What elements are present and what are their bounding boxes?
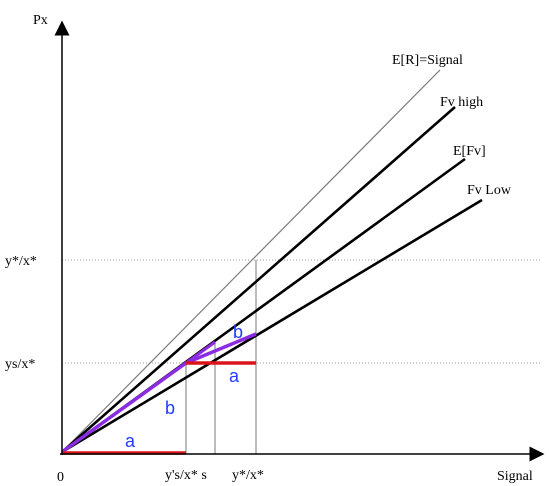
x-tick-second: y*/x*: [232, 468, 264, 483]
segment-label-b-top: b: [233, 322, 243, 342]
x-axis-label: Signal: [497, 469, 533, 484]
segment-label-a-bottom: a: [125, 431, 136, 451]
purple-segment-link: [185, 340, 216, 365]
purple-segment-b: [60, 361, 188, 454]
signal-line-label: E[R]=Signal: [392, 53, 463, 68]
fv-high-line: [61, 106, 456, 453]
origin-label: 0: [57, 470, 64, 485]
segment-label-a-mid: a: [229, 366, 240, 386]
fv-low-label: Fv Low: [467, 183, 512, 198]
signal-line: [61, 69, 441, 453]
y-tick-lower: ys/x*: [5, 357, 35, 372]
y-tick-upper: y*/x*: [5, 254, 37, 269]
e-fv-label: E[Fv]: [453, 144, 486, 159]
fv-high-label: Fv high: [440, 95, 483, 110]
segment-label-b-diag: b: [165, 398, 175, 418]
y-axis-label: Px: [33, 13, 48, 28]
fv-low-line: [61, 198, 483, 454]
purple-segment-b-upper: [185, 332, 257, 365]
x-tick-first: y's/x* s: [165, 468, 207, 483]
